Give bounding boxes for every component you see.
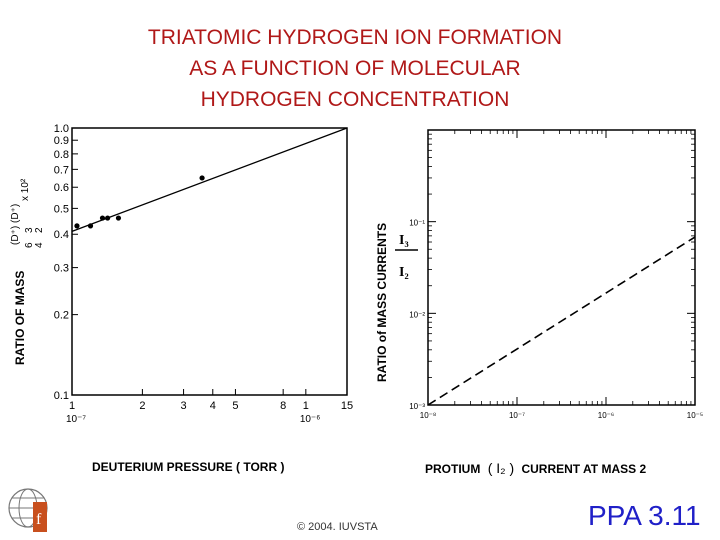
right-xlabel-symbol: ( I₂ ) <box>487 460 515 476</box>
left-xtick-label-7: 15 <box>341 400 353 412</box>
left-ylabel-ratio-suffix: x 10² <box>20 178 31 201</box>
left-ytick-label-1: 0.9 <box>54 135 69 147</box>
left-xtick-label-4: 5 <box>232 400 238 412</box>
left-x-exponent-1: 10⁻⁶ <box>300 414 321 425</box>
left-ytick-label-3: 0.7 <box>54 164 69 176</box>
right-ylabel-ratio-numerator: I₃ <box>399 233 409 248</box>
left-chart-frame <box>71 127 348 396</box>
left-xtick-label-2: 3 <box>181 400 187 412</box>
svg-text:f: f <box>36 511 42 528</box>
left-ytick-label-2: 0.8 <box>54 149 69 161</box>
right-series-line-0 <box>427 236 696 406</box>
title-line-2: AS A FUNCTION OF MOLECULAR <box>189 57 521 80</box>
left-data-point-4 <box>115 215 122 221</box>
left-ylabel-ratio: (D⁺) (D⁺) 6 4 3 2 x 10² <box>10 178 45 248</box>
right-xlabel-suffix: CURRENT AT MASS 2 <box>521 462 647 476</box>
slide-id: PPA 3.11 <box>588 500 701 531</box>
right-xtick-label-0: 10⁻⁸ <box>420 411 437 420</box>
right-chart-ticks: 10⁻³ 10⁻² 10⁻¹ 10⁻⁸ 10⁻⁷ 10⁻⁶ 10⁻⁵ <box>409 130 703 420</box>
left-ytick-label-8: 0.2 <box>54 310 69 322</box>
left-xtick-label-6: 1 <box>303 400 309 412</box>
title-line-1: TRIATOMIC HYDROGEN ION FORMATION <box>147 26 563 49</box>
left-data-point-3 <box>105 215 111 221</box>
iuvsta-logo-icon: f <box>8 488 48 532</box>
right-xlabel: PROTIUM ( I₂ ) CURRENT AT MASS 2 <box>425 460 646 476</box>
copyright-text: © 2004. IUVSTA <box>297 521 378 533</box>
left-data-point-2 <box>99 215 106 221</box>
left-ytick-label-6: 0.4 <box>54 229 69 241</box>
right-chart-marks <box>427 236 696 406</box>
left-ytick-label-4: 0.6 <box>54 182 69 194</box>
right-xtick-label-1: 10⁻⁷ <box>509 411 525 420</box>
right-chart-frame <box>427 129 696 406</box>
slide-title: TRIATOMIC HYDROGEN ION FORMATION AS A FU… <box>0 22 710 115</box>
left-fit-line <box>71 127 348 232</box>
left-ylabel-ratio-denominator: (D⁺) <box>10 204 21 223</box>
left-ytick-label-9: 0.1 <box>54 390 69 402</box>
left-ylabel-ratio-four: 4 <box>34 242 45 248</box>
left-ylabel: RATIO OF MASS <box>13 271 27 365</box>
left-xtick-label-5: 8 <box>280 400 286 412</box>
right-ytick-label-2: 10⁻¹ <box>409 219 425 228</box>
title-line-3: HYDROGEN CONCENTRATION <box>200 88 510 111</box>
right-xtick-label-3: 10⁻⁵ <box>687 411 703 420</box>
right-ytick-label-0: 10⁻³ <box>409 402 425 411</box>
right-xlabel-prefix: PROTIUM <box>425 462 481 476</box>
left-xtick-label-1: 2 <box>139 400 145 412</box>
left-chart-ticks: 1.00.90.80.70.60.50.40.30.20.11 2 3 4 5 8 1 151… <box>54 123 353 425</box>
left-xtick-label-0: 1 <box>69 400 75 412</box>
right-ylabel-ratio-denominator: I₂ <box>399 265 409 280</box>
left-ylabel-ratio-numerator: (D⁺) <box>10 226 21 245</box>
right-ytick-label-1: 10⁻² <box>409 310 425 319</box>
left-x-exponent-0: 10⁻⁷ <box>66 414 86 425</box>
left-xlabel: DEUTERIUM PRESSURE ( TORR ) <box>92 460 285 474</box>
left-ytick-label-0: 1.0 <box>54 123 69 135</box>
right-xtick-label-2: 10⁻⁶ <box>598 411 614 420</box>
left-ytick-label-7: 0.3 <box>54 263 69 275</box>
left-data-point-0 <box>74 223 80 229</box>
left-data-point-5 <box>199 175 205 181</box>
left-chart-marks <box>71 127 348 232</box>
left-ytick-label-5: 0.5 <box>54 203 69 215</box>
left-xtick-label-3: 4 <box>210 400 216 412</box>
right-ylabel: RATIO of MASS CURRENTS <box>375 223 389 382</box>
right-ylabel-ratio: I₃ I₂ <box>395 233 418 280</box>
left-data-point-1 <box>87 223 94 229</box>
left-ylabel-ratio-six: 6 <box>24 242 35 248</box>
left-ylabel-ratio-three: 3 <box>24 227 35 233</box>
left-ylabel-ratio-two: 2 <box>34 227 45 233</box>
